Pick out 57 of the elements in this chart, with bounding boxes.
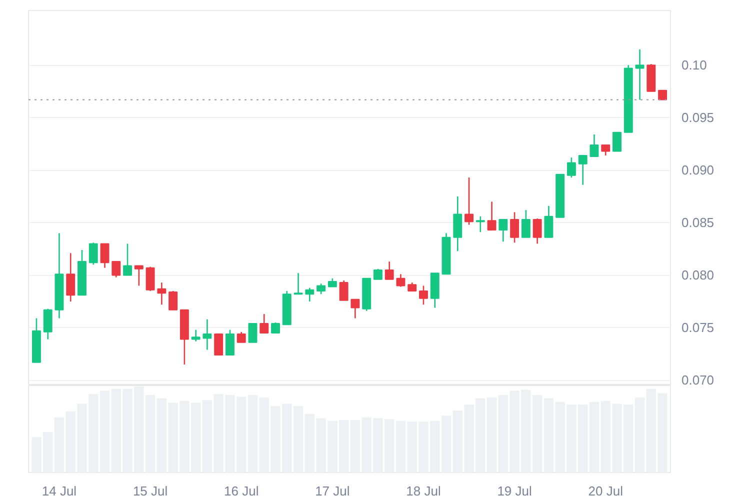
candlestick xyxy=(453,196,462,252)
candlestick xyxy=(66,252,76,302)
candlestick xyxy=(146,266,155,292)
candlestick xyxy=(658,90,668,100)
candlestick xyxy=(612,132,622,152)
y-tick-label: 0.080 xyxy=(682,268,714,283)
y-tick-label: 0.070 xyxy=(682,372,714,388)
candlestick xyxy=(339,280,348,302)
candlestick xyxy=(396,274,406,288)
candlestick xyxy=(43,308,52,340)
candlestick xyxy=(373,268,382,280)
x-tick-label: 15 Jul xyxy=(132,484,168,498)
candlestick xyxy=(419,285,428,306)
candlestick xyxy=(532,218,542,244)
candlestick xyxy=(294,272,303,295)
candlestick xyxy=(498,218,508,242)
candlestick xyxy=(248,323,258,343)
candlestick xyxy=(271,322,280,334)
y-tick-label: 0.075 xyxy=(682,320,714,336)
candlestick xyxy=(191,329,200,342)
candlestick xyxy=(521,209,530,238)
x-tick-label: 19 Jul xyxy=(497,484,532,498)
candlestick xyxy=(510,212,520,244)
candlestick xyxy=(123,243,132,276)
candlestick xyxy=(134,265,144,286)
candlestick xyxy=(214,334,224,356)
candlestick xyxy=(487,201,496,231)
candlestick xyxy=(384,260,394,280)
y-tick-label: 0.090 xyxy=(682,162,714,178)
x-tick-label: 20 Jul xyxy=(588,484,624,498)
candlestick xyxy=(635,48,644,100)
candlestick xyxy=(100,243,110,269)
x-tick-label: 16 Jul xyxy=(224,484,259,498)
candlestick xyxy=(168,290,178,311)
candlestick xyxy=(544,205,554,238)
candlestick xyxy=(305,287,314,302)
candlestick xyxy=(260,313,269,334)
candlestick xyxy=(578,154,588,186)
candlestick xyxy=(112,260,121,278)
x-tick-label: 18 Jul xyxy=(406,484,441,498)
x-tick-label: 17 Jul xyxy=(315,484,350,498)
candlestick xyxy=(225,329,234,356)
candlestick xyxy=(202,318,212,350)
candlestick xyxy=(350,298,360,319)
y-tick-label: 0.10 xyxy=(682,58,707,73)
candlestick xyxy=(476,216,485,233)
candlestick xyxy=(236,331,246,344)
y-tick-label: 0.085 xyxy=(682,215,714,230)
candlestick xyxy=(590,134,599,158)
y-tick-label: 0.095 xyxy=(682,110,714,126)
candlestick xyxy=(464,176,474,226)
x-tick-label: 14 Jul xyxy=(42,484,77,498)
candlestick xyxy=(316,282,326,295)
candlestick xyxy=(566,156,576,178)
candlestick xyxy=(601,144,610,156)
candlestick xyxy=(157,282,166,306)
candlestick xyxy=(88,242,98,266)
